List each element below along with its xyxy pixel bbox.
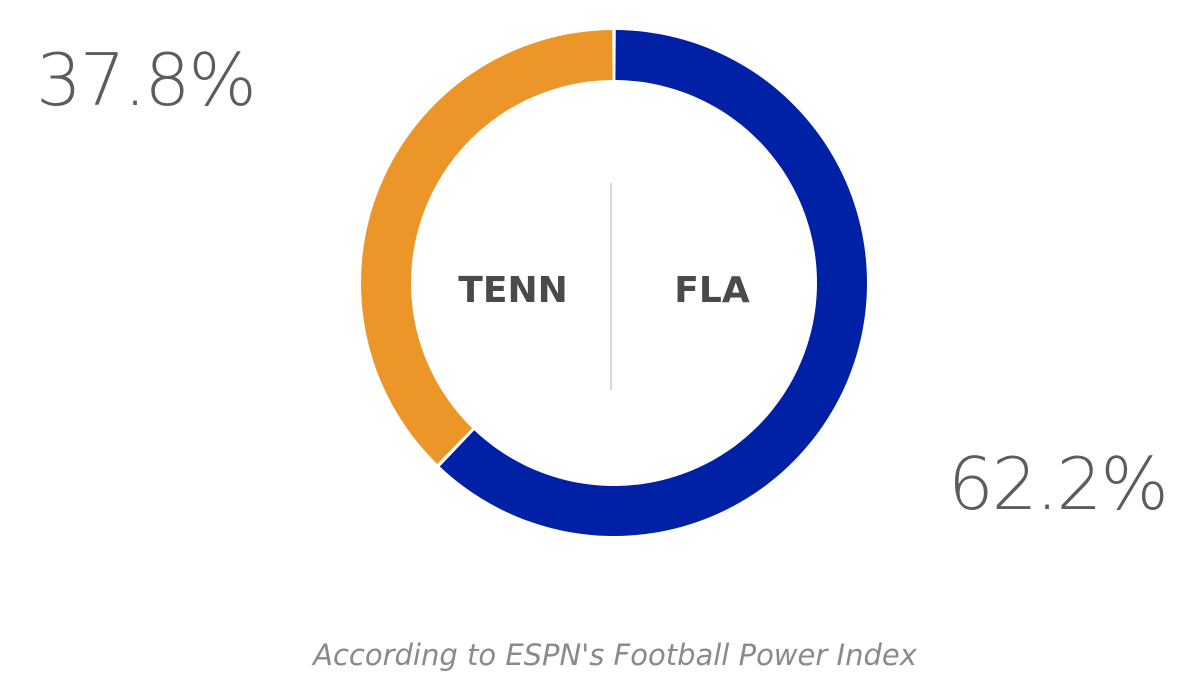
tenn-percentage-label: 37.8% xyxy=(36,38,257,122)
fla-slice xyxy=(439,30,867,536)
chart-footnote: According to ESPN's Football Power Index xyxy=(313,638,917,672)
fla-team-label: FLA xyxy=(674,270,750,311)
tenn-team-label: TENN xyxy=(458,270,567,311)
tenn-slice xyxy=(361,30,613,465)
donut-slices xyxy=(361,30,867,536)
fla-percentage-label: 62.2% xyxy=(948,442,1169,526)
